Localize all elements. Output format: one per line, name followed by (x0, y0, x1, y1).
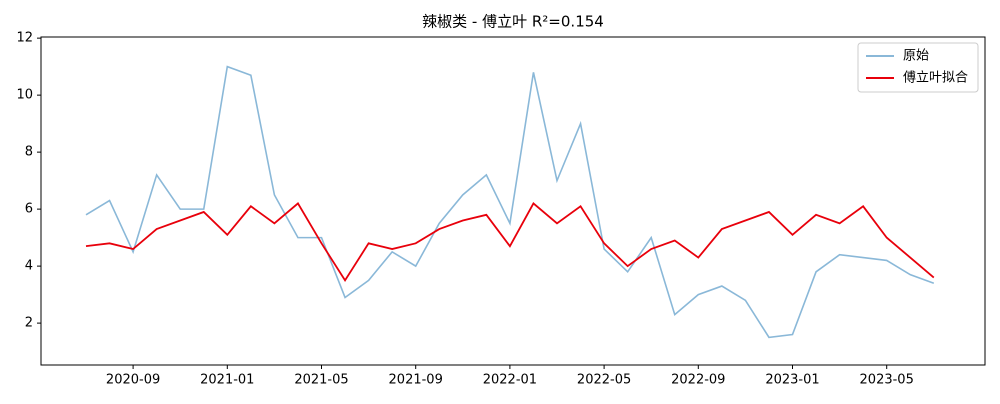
series-line (85, 202, 935, 283)
x-tick-label: 2023-01 (765, 373, 819, 388)
x-tick-label: 2023-05 (860, 373, 914, 388)
y-tick-label: 10 (16, 88, 33, 103)
series-line (85, 65, 935, 339)
x-tick-label: 2022-09 (671, 373, 725, 388)
plot-frame (40, 36, 986, 366)
x-tick-label: 2021-01 (200, 373, 254, 388)
legend-label: 傅立叶拟合 (903, 71, 968, 86)
y-tick-label: 12 (16, 31, 33, 46)
y-tick-label: 8 (25, 145, 33, 160)
x-tick-label: 2022-05 (577, 373, 631, 388)
y-tick-label: 6 (25, 202, 33, 217)
x-tick-label: 2021-05 (294, 373, 348, 388)
y-tick-label: 2 (25, 316, 33, 331)
legend-label: 原始 (903, 49, 929, 64)
x-tick-label: 2020-09 (106, 373, 160, 388)
chart-title: 辣椒类 - 傅立叶 R²=0.154 (422, 13, 604, 31)
x-tick-label: 2022-01 (483, 373, 537, 388)
x-tick-label: 2021-09 (389, 373, 443, 388)
y-tick-label: 4 (25, 259, 33, 274)
